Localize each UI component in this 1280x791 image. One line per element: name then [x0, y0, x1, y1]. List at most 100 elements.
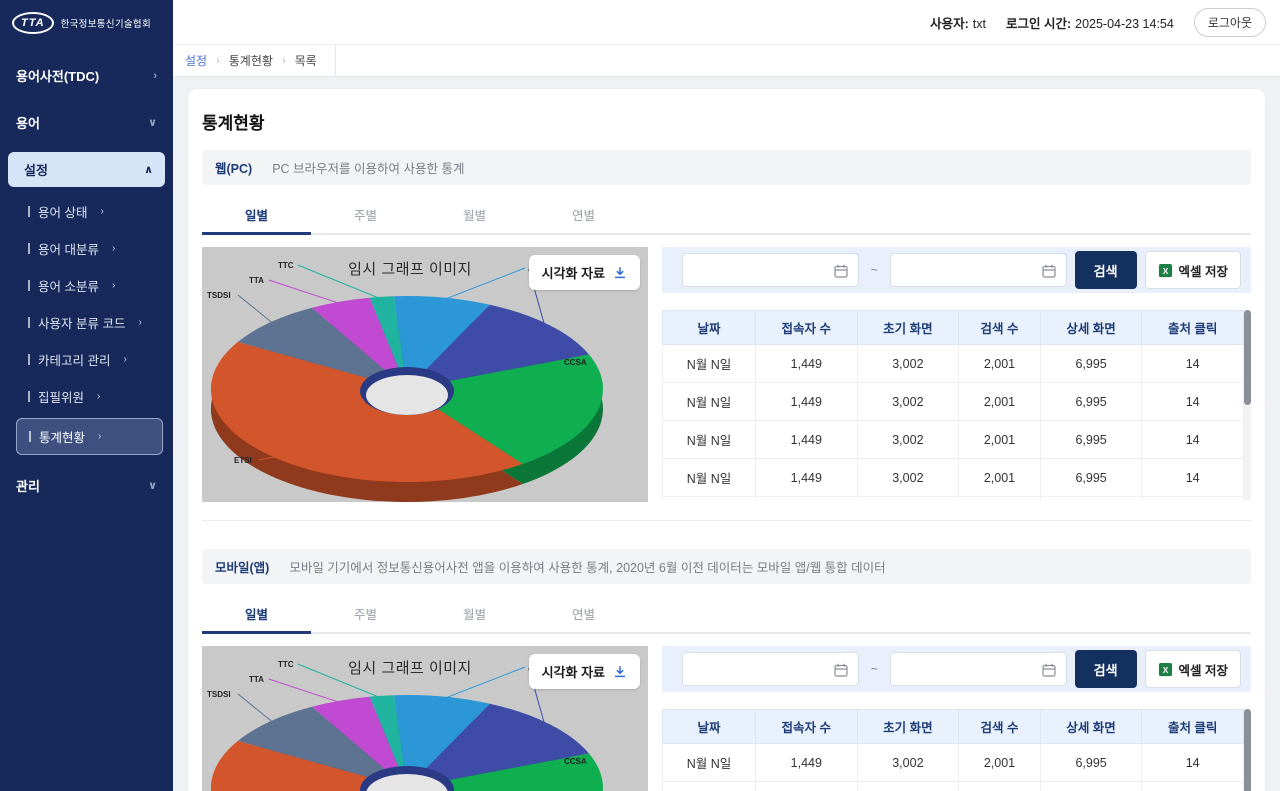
- sidebar-item-settings[interactable]: 설정 ∧: [8, 152, 165, 187]
- tab-weekly[interactable]: 주별: [311, 195, 420, 233]
- svg-text:X: X: [1162, 664, 1168, 674]
- tab-yearly[interactable]: 연별: [529, 594, 638, 632]
- logout-button[interactable]: 로그아웃: [1194, 8, 1266, 37]
- submenu-bar-icon: [28, 391, 30, 402]
- section-badge: 모바일(앱): [215, 557, 269, 576]
- calendar-icon: [1041, 263, 1057, 279]
- table-cell: 14: [1142, 744, 1244, 782]
- section-description: 모바일 기기에서 정보통신용어사전 앱을 이용하여 사용한 통계, 2020년 …: [289, 557, 885, 576]
- sidebar-item-label: 용어: [16, 113, 40, 132]
- tta-logo-icon: TTA: [12, 12, 54, 34]
- table-cell: N월 N일: [663, 421, 756, 459]
- submenu-label: 집필위원: [38, 387, 84, 406]
- submenu-label: 카테고리 관리: [38, 350, 110, 369]
- col-initial-screen: 초기 화면: [857, 311, 959, 345]
- submenu-item-minor-class[interactable]: 용어 소분류 ›: [0, 267, 173, 304]
- calendar-icon: [833, 662, 849, 678]
- date-search-bar-web: ~ 검색: [662, 247, 1251, 293]
- table-row: N월 N일1,4493,0022,0016,99514: [663, 782, 1244, 791]
- table-cell: 6,995: [1040, 459, 1142, 497]
- submenu-item-editors[interactable]: 집필위원 ›: [0, 378, 173, 415]
- scrollbar-thumb[interactable]: [1244, 709, 1251, 791]
- col-visitors: 접속자 수: [755, 311, 857, 345]
- breadcrumb-group: 설정 › 통계현황 › 목록: [185, 45, 336, 76]
- viz-button-label: 시각화 자료: [542, 662, 605, 681]
- logo[interactable]: TTA 한국정보통신기술협회: [0, 0, 173, 52]
- stats-table-mobile: 날짜 접속자 수 초기 화면 검색 수 상세 화면 출처 클릭 N월 N일1,4…: [662, 709, 1251, 791]
- excel-icon: X: [1158, 263, 1173, 278]
- settings-submenu: 용어 상태 › 용어 대분류 › 용어 소분류 › 사용자 분류 코드 › 카테…: [0, 191, 173, 462]
- submenu-item-category[interactable]: 카테고리 관리 ›: [0, 341, 173, 378]
- chevron-right-icon: ›: [153, 70, 157, 82]
- search-button[interactable]: 검색: [1075, 251, 1137, 289]
- breadcrumb-settings[interactable]: 설정: [185, 52, 207, 69]
- table-cell: 14: [1142, 383, 1244, 421]
- date-from-input[interactable]: [683, 254, 858, 286]
- breadcrumb-statistics[interactable]: 통계현황: [229, 52, 273, 69]
- table-cell: 6,995: [1040, 383, 1142, 421]
- excel-save-button[interactable]: X 엑셀 저장: [1145, 251, 1241, 289]
- tab-monthly[interactable]: 월별: [420, 195, 529, 233]
- excel-save-button[interactable]: X 엑셀 저장: [1145, 650, 1241, 688]
- section-header-mobile: 모바일(앱) 모바일 기기에서 정보통신용어사전 앱을 이용하여 사용한 통계,…: [202, 549, 1251, 584]
- col-search-count: 검색 수: [959, 710, 1041, 744]
- tab-daily[interactable]: 일별: [202, 195, 311, 233]
- chevron-right-icon: ›: [216, 55, 220, 67]
- submenu-item-major-class[interactable]: 용어 대분류 ›: [0, 230, 173, 267]
- viz-button-label: 시각화 자료: [542, 263, 605, 282]
- calendar-icon: [833, 263, 849, 279]
- submenu-bar-icon: [28, 317, 30, 328]
- table-cell: 14: [1142, 459, 1244, 497]
- visualization-data-button[interactable]: 시각화 자료: [529, 255, 640, 290]
- table-cell: 2,001: [959, 345, 1041, 383]
- user-value: txt: [973, 17, 986, 31]
- sidebar-item-dictionary[interactable]: 용어사전(TDC) ›: [0, 52, 173, 99]
- visualization-data-button[interactable]: 시각화 자료: [529, 654, 640, 689]
- date-from-input[interactable]: [683, 653, 858, 685]
- scrollbar-thumb[interactable]: [1244, 310, 1251, 405]
- tab-yearly[interactable]: 연별: [529, 195, 638, 233]
- date-to-field[interactable]: [890, 652, 1067, 686]
- table-scrollbar[interactable]: [1244, 310, 1251, 500]
- table-row: N월 N일1,4493,0022,0016,99514: [663, 383, 1244, 421]
- excel-button-label: 엑셀 저장: [1179, 660, 1228, 679]
- date-to-field[interactable]: [890, 253, 1067, 287]
- tabs-web: 일별 주별 월별 연별: [202, 195, 1251, 235]
- date-to-input[interactable]: [891, 254, 1066, 286]
- svg-text:TSDSI: TSDSI: [207, 690, 231, 699]
- svg-text:CCSA: CCSA: [564, 757, 587, 766]
- breadcrumb-list[interactable]: 목록: [295, 52, 317, 69]
- chevron-right-icon: ›: [123, 354, 126, 365]
- table-cell: 3,002: [857, 497, 959, 501]
- svg-text:X: X: [1162, 265, 1168, 275]
- date-from-field[interactable]: [682, 253, 859, 287]
- sidebar-item-management[interactable]: 관리 ∨: [0, 462, 173, 509]
- tabs-mobile: 일별 주별 월별 연별: [202, 594, 1251, 634]
- sidebar-item-terms[interactable]: 용어 ∨: [0, 99, 173, 146]
- table-cell: 14: [1142, 345, 1244, 383]
- user-info: 사용자: txt: [930, 13, 986, 32]
- table-cell: 6,995: [1040, 744, 1142, 782]
- tab-weekly[interactable]: 주별: [311, 594, 420, 632]
- search-button[interactable]: 검색: [1075, 650, 1137, 688]
- tab-monthly[interactable]: 월별: [420, 594, 529, 632]
- submenu-item-user-class-code[interactable]: 사용자 분류 코드 ›: [0, 304, 173, 341]
- table-row: N월 N일1,4493,0022,0016,99514: [663, 459, 1244, 497]
- table-body: N월 N일1,4493,0022,0016,99514N월 N일1,4493,0…: [663, 744, 1244, 791]
- table-row: N월 N일1,4493,0022,0016,99514: [663, 345, 1244, 383]
- date-to-input[interactable]: [891, 653, 1066, 685]
- table-cell: 14: [1142, 782, 1244, 791]
- sidebar: TTA 한국정보통신기술협회 용어사전(TDC) › 용어 ∨ 설정 ∧ 용어 …: [0, 0, 173, 791]
- submenu-item-term-status[interactable]: 용어 상태 ›: [0, 193, 173, 230]
- submenu-bar-icon: [28, 280, 30, 291]
- date-from-field[interactable]: [682, 652, 859, 686]
- table-cell: 6,995: [1040, 421, 1142, 459]
- tab-daily[interactable]: 일별: [202, 594, 311, 632]
- table-scrollbar[interactable]: [1244, 709, 1251, 791]
- user-label: 사용자:: [930, 17, 969, 31]
- submenu-item-statistics[interactable]: 통계현황 ›: [16, 418, 163, 455]
- chevron-right-icon: ›: [97, 391, 100, 402]
- table-row: N월 N일1,4493,0022,0016,99514: [663, 497, 1244, 501]
- table-header: 날짜 접속자 수 초기 화면 검색 수 상세 화면 출처 클릭: [663, 710, 1244, 744]
- svg-text:TSDSI: TSDSI: [207, 291, 231, 300]
